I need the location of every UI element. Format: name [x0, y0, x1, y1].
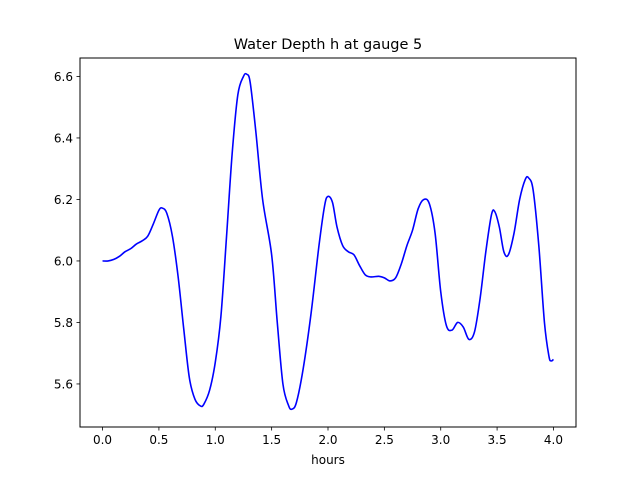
x-tick-label: 3.0 — [431, 433, 450, 447]
chart-title: Water Depth h at gauge 5 — [234, 37, 422, 53]
x-tick-label: 1.0 — [206, 433, 225, 447]
x-tick-label: 0.5 — [149, 433, 168, 447]
y-tick-label: 6.0 — [54, 254, 73, 268]
y-tick-label: 6.4 — [54, 131, 73, 145]
x-tick-label: 2.5 — [375, 433, 394, 447]
y-tick-label: 5.6 — [54, 377, 73, 391]
x-tick-label: 1.5 — [262, 433, 281, 447]
x-axis: 0.0 0.5 1.0 1.5 2.0 2.5 3.0 3.5 4.0 — [93, 427, 563, 447]
x-tick-label: 0.0 — [93, 433, 112, 447]
y-tick-label: 5.8 — [54, 316, 73, 330]
y-axis: 5.6 5.8 6.0 6.2 6.4 6.6 — [54, 70, 80, 391]
x-tick-label: 2.0 — [318, 433, 337, 447]
plot-area — [80, 58, 576, 427]
series-layer — [102, 72, 554, 411]
series-line — [102, 72, 554, 411]
y-tick-label: 6.6 — [54, 70, 73, 84]
x-tick-label: 4.0 — [544, 433, 563, 447]
x-tick-label: 3.5 — [488, 433, 507, 447]
y-tick-label: 6.2 — [54, 193, 73, 207]
x-axis-label: hours — [311, 453, 345, 467]
